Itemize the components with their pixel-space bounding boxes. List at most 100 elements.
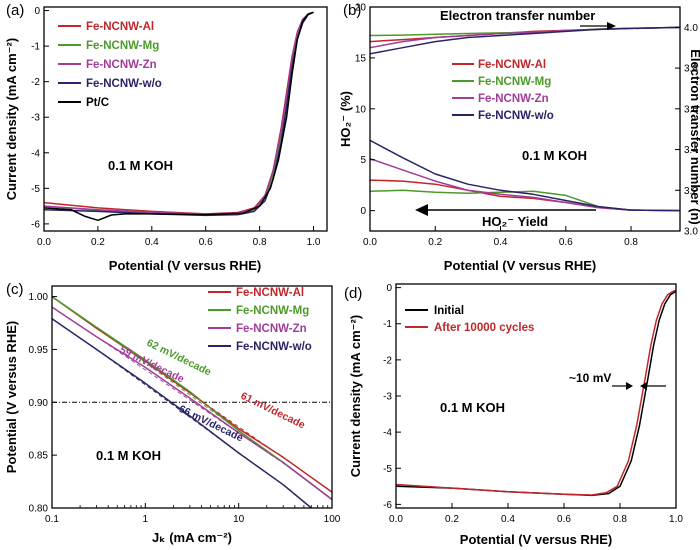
legend-a-label-2: Fe-NCNW-Zn <box>86 59 157 71</box>
panel-b-ytick-right-label: 3.4 <box>684 145 698 156</box>
panel-a: (a) 0.0 0.2 0.4 0.6 0.8 1.0 0 -1 -2 -3 -4 -5 -6 Pote… <box>4 2 328 273</box>
panel-d: (d) 0.0 0.2 0.4 0.6 0.8 1.0 0 -1 -2 -3 -4 -5 -6 Pote… <box>344 283 683 547</box>
panel-b-ytick-label: 10 <box>355 104 367 115</box>
legend-a-label-1: Fe-NCNW-Mg <box>86 40 159 52</box>
panel-d-xtick-label: 0.0 <box>389 514 403 525</box>
legend-c-label-2: Fe-NCNW-Zn <box>236 323 307 335</box>
panel-c-ticks: 0.1 1 10 100 0.80 0.85 0.90 0.95 1.00 <box>29 292 341 525</box>
legend-d-label-0: Initial <box>434 305 464 317</box>
panel-c: (c) 0.1 1 10 100 0.80 0.85 0.90 0.95 1.00 Jₖ (mA… <box>4 281 341 545</box>
panel-b-ytick-right-label: 3.6 <box>684 104 698 115</box>
panel-d-legend: Initial After 10000 cycles <box>405 305 534 334</box>
panel-a-xtick-label: 0.0 <box>37 237 51 248</box>
panel-d-ytick-label: -1 <box>383 319 392 330</box>
panel-d-ytick-label: -5 <box>383 464 392 475</box>
panel-c-xlabel: Jₖ (mA cm⁻²) <box>152 530 232 545</box>
panel-b-electrolyte: 0.1 M KOH <box>522 148 587 163</box>
panel-c-curves <box>51 295 333 509</box>
panel-a-series-fe-ncnw-zn <box>43 11 314 215</box>
shift-arrow-left-head <box>626 382 633 390</box>
panel-b-ticks: 0.0 0.2 0.4 0.6 0.8 0 5 10 15 20 3.0 3.2 3.4 3.6 3.8 4.… <box>355 3 698 249</box>
tafel-fit-line-1 <box>96 326 292 469</box>
panel-c-frame <box>51 285 333 509</box>
legend-a-label-0: Fe-NCNW-Al <box>86 21 154 33</box>
panel-d-xlabel: Potential (V versus RHE) <box>460 532 612 547</box>
legend-a-label-3: Fe-NCNW-w/o <box>86 78 162 90</box>
panel-b-ytick-label: 15 <box>355 53 367 64</box>
panel-a-curves <box>43 11 314 222</box>
legend-b-label-3: Fe-NCNW-w/o <box>478 110 554 122</box>
panel-a-ytick-label: -5 <box>31 184 40 195</box>
electron-transfer-arrow-label: Electron transfer number <box>440 8 595 23</box>
panel-d-ticks: 0.0 0.2 0.4 0.6 0.8 1.0 0 -1 -2 -3 -4 -5 -6 <box>383 283 683 525</box>
panel-b-label: (b) <box>343 2 361 19</box>
legend-c-label-3: Fe-NCNW-w/o <box>236 341 312 353</box>
panel-b-ylabel-right: Electron transfer number (n) <box>688 49 700 225</box>
panel-b-ytick-label: 5 <box>360 155 366 166</box>
panel-c-ytick-label: 0.85 <box>29 451 49 462</box>
legend-a-label-4: Pt/C <box>86 97 109 109</box>
panel-b-xtick-label: 0.6 <box>559 237 573 248</box>
tafel-fit-line-0 <box>96 327 292 464</box>
ho2-yield-arrow-label: HO₂⁻ Yield <box>482 214 548 229</box>
panel-c-ytick-label: 0.90 <box>29 398 49 409</box>
panel-c-ytick-label: 0.80 <box>29 504 49 515</box>
panel-c-xtick-label: 0.1 <box>45 514 59 525</box>
panel-c-xtick-label: 10 <box>233 514 245 525</box>
panel-c-xtick-label: 1 <box>143 514 149 525</box>
panel-c-ylabel: Potential (V versus RHE) <box>4 321 19 473</box>
panel-c-ytick-label: 0.95 <box>29 345 49 356</box>
panel-b-ytick-label: 20 <box>355 3 367 14</box>
panel-b-electron-number-fe-ncnw-w-o <box>369 26 681 55</box>
panel-d-xtick-label: 0.4 <box>501 514 515 525</box>
panel-a-xtick-label: 1.0 <box>307 237 321 248</box>
panel-d-ytick-label: -4 <box>383 428 392 439</box>
panel-d-ytick-label: -3 <box>383 392 392 403</box>
panel-b-ytick-right-label: 3.2 <box>684 186 698 197</box>
panel-d-ytick-label: 0 <box>386 283 392 294</box>
panel-b-curves <box>369 26 681 212</box>
panel-c-series-fe-ncnw-w-o <box>51 318 312 509</box>
panel-a-ticks: 0.0 0.2 0.4 0.6 0.8 1.0 0 -1 -2 -3 -4 -5 -6 <box>31 6 321 248</box>
panel-d-frame <box>395 283 677 509</box>
panel-d-ytick-label: -6 <box>383 500 392 511</box>
panel-a-label: (a) <box>6 2 24 19</box>
panel-d-xtick-label: 0.8 <box>613 514 627 525</box>
panel-b-xtick-label: 0.2 <box>428 237 442 248</box>
panel-a-xtick-label: 0.2 <box>91 237 105 248</box>
legend-d-label-1: After 10000 cycles <box>434 322 534 334</box>
panel-d-xtick-label: 0.6 <box>557 514 571 525</box>
panel-a-ytick-label: -1 <box>31 42 40 53</box>
panel-b-xtick-label: 0.0 <box>363 237 377 248</box>
ho2-yield-arrow-head <box>415 204 428 216</box>
panel-b-ytick-label: 0 <box>360 206 366 217</box>
panel-b-electron-arrow: Electron transfer number <box>440 8 616 30</box>
panel-a-series-pt-c <box>43 11 314 222</box>
panel-c-series-fe-ncnw-zn <box>51 306 333 501</box>
panel-b-ytick-right-label: 3.8 <box>684 64 698 75</box>
panel-b-xtick-label: 0.4 <box>494 237 508 248</box>
panel-d-ylabel: Current density (mA cm⁻²) <box>348 315 363 477</box>
panel-b-ylabel: HO₂⁻ (%) <box>338 91 353 147</box>
panel-c-label: (c) <box>6 281 24 298</box>
panel-a-xlabel: Potential (V versus RHE) <box>109 258 261 273</box>
panel-b-series-fe-ncnw-zn <box>369 157 681 212</box>
legend-b-label-2: Fe-NCNW-Zn <box>478 93 549 105</box>
panel-c-xtick-label: 100 <box>324 514 341 525</box>
panel-b-ytick-right-label: 4.0 <box>684 23 698 34</box>
panel-a-series-fe-ncnw-w-o <box>43 11 314 217</box>
panel-a-ytick-label: 0 <box>34 6 40 17</box>
panel-c-legend: Fe-NCNW-Al Fe-NCNW-Mg Fe-NCNW-Zn Fe-NCNW… <box>208 287 312 353</box>
panel-a-ytick-label: -6 <box>31 219 40 230</box>
panel-d-ytick-label: -2 <box>383 355 392 366</box>
panel-b-xtick-label: 0.8 <box>624 237 638 248</box>
panel-a-ylabel: Current density (mA cm⁻²) <box>4 38 19 200</box>
panel-b-xlabel: Potential (V versus RHE) <box>444 258 596 273</box>
panel-a-series-fe-ncnw-mg <box>43 11 314 216</box>
panel-a-ytick-label: -2 <box>31 77 40 88</box>
panel-d-xtick-label: 0.2 <box>445 514 459 525</box>
panel-b-yield-arrow: HO₂⁻ Yield <box>415 204 596 229</box>
panel-b-legend: Fe-NCNW-Al Fe-NCNW-Mg Fe-NCNW-Zn Fe-NCNW… <box>452 59 554 122</box>
legend-c-label-0: Fe-NCNW-Al <box>236 287 304 299</box>
